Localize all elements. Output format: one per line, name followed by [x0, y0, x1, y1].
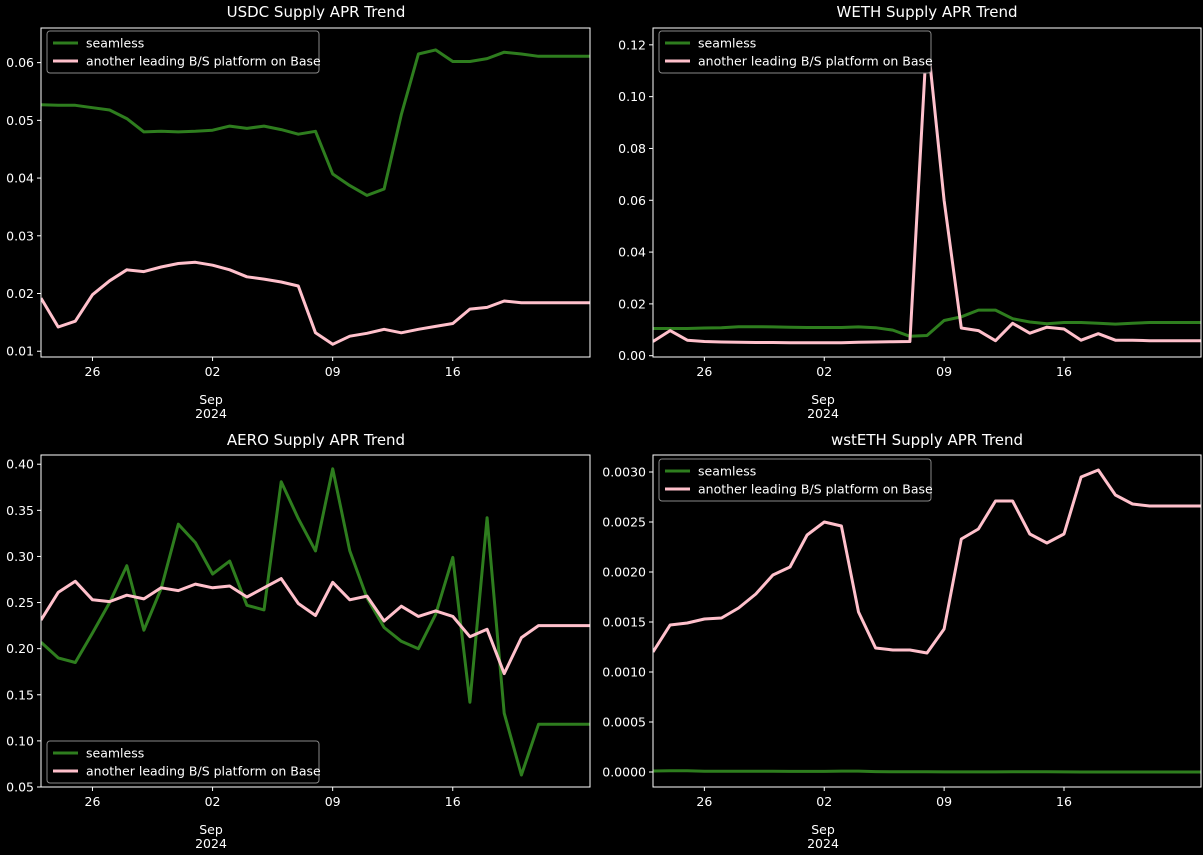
legend-frame	[46, 30, 320, 74]
y-tick-label: 0.02	[6, 286, 34, 301]
x-month-label: Sep	[199, 822, 223, 837]
legend-label: seamless	[698, 36, 756, 51]
y-tick-label: 0.12	[618, 37, 646, 52]
x-tick-label: 09	[936, 364, 952, 379]
y-tick-label: 0.0030	[602, 465, 646, 480]
plot-area: 0.00 0.02 0.04 0.06 0.08 0.10 0.12 26 02 09 16 seam…	[618, 27, 1202, 379]
x-tick-label: 16	[445, 794, 461, 809]
legend: seamless another leading B/S platform on …	[658, 458, 933, 502]
x-tick-label: 09	[325, 794, 341, 809]
y-tick-label: 0.04	[618, 245, 646, 260]
series-line-another-platform	[41, 577, 590, 676]
y-tick-label: 0.03	[6, 228, 34, 243]
panel-usdc: USDC Supply APR Trend 0.010.020.030.040.…	[6, 3, 591, 421]
x-tick-label: 02	[205, 364, 221, 379]
y-tick-label: 0.05	[6, 780, 34, 795]
y-tick-label: 0.10	[618, 89, 646, 104]
y-tick-label: 0.15	[6, 687, 34, 702]
y-tick-label: 0.0010	[602, 665, 646, 680]
y-tick-label: 0.30	[6, 549, 34, 564]
chart-title: wstETH Supply APR Trend	[831, 431, 1023, 449]
x-tick-label: 02	[205, 794, 221, 809]
legend-label: another leading B/S platform on Base	[698, 482, 933, 497]
axes-frame	[40, 27, 591, 358]
y-tick-label: 0.25	[6, 595, 34, 610]
x-month-label: Sep	[199, 392, 223, 407]
y-tick-label: 0.10	[6, 733, 34, 748]
series-line-seamless	[41, 48, 590, 197]
chart-title: USDC Supply APR Trend	[227, 3, 406, 21]
legend-frame	[658, 30, 932, 74]
legend: seamless another leading B/S platform on …	[46, 740, 321, 784]
y-tick-label: 0.0005	[602, 715, 646, 730]
legend-label: another leading B/S platform on Base	[698, 54, 933, 69]
axes-frame	[652, 27, 1202, 358]
panel-weth: WETH Supply APR Trend 0.000.020.040.060.…	[618, 3, 1202, 421]
legend: seamless another leading B/S platform on …	[658, 30, 933, 74]
x-year-label: 2024	[195, 836, 227, 851]
x-tick-label: 02	[816, 794, 832, 809]
legend-frame	[658, 458, 932, 502]
y-tick-label: 0.00	[618, 348, 646, 363]
axes-frame	[652, 454, 1202, 788]
series-line-seamless	[653, 769, 1201, 774]
x-tick-label: 09	[936, 794, 952, 809]
y-tick-label: 0.06	[618, 193, 646, 208]
y-tick-label: 0.0000	[602, 765, 646, 780]
x-tick-label: 26	[696, 794, 712, 809]
y-tick-label: 0.06	[6, 55, 34, 70]
x-tick-label: 16	[1056, 794, 1072, 809]
y-tick-label: 0.01	[6, 344, 34, 359]
y-tick-label: 0.40	[6, 457, 34, 472]
x-tick-label: 26	[85, 794, 101, 809]
y-tick-label: 0.20	[6, 641, 34, 656]
axes-frame	[40, 454, 591, 788]
panel-aero: AERO Supply APR Trend 0.050.100.150.200.…	[6, 431, 591, 851]
legend-label: another leading B/S platform on Base	[86, 54, 321, 69]
x-tick-label: 09	[325, 364, 341, 379]
series-line-seamless	[41, 467, 590, 777]
chart-title: AERO Supply APR Trend	[227, 431, 405, 449]
y-tick-label: 0.02	[618, 296, 646, 311]
plot-area: 0.05 0.10 0.15 0.20 0.25 0.30 0.35 0.40 26 02 09 16…	[6, 454, 591, 809]
plot-area: 0.01 0.02 0.03 0.04 0.05 0.06 26 02 09 16 seamless…	[6, 27, 591, 379]
x-tick-label: 02	[816, 364, 832, 379]
y-tick-label: 0.05	[6, 113, 34, 128]
y-tick-label: 0.0015	[602, 615, 646, 630]
series-line-another-platform	[41, 260, 590, 346]
series-line-seamless	[653, 308, 1201, 338]
series-line-another-platform	[653, 468, 1201, 655]
panel-wsteth: wstETH Supply APR Trend 0.00000.00050.00…	[602, 431, 1202, 851]
x-year-label: 2024	[807, 836, 839, 851]
x-month-label: Sep	[811, 392, 835, 407]
y-tick-label: 0.04	[6, 171, 34, 186]
x-month-label: Sep	[811, 822, 835, 837]
y-tick-label: 0.0025	[602, 515, 646, 530]
x-tick-label: 16	[445, 364, 461, 379]
legend-label: seamless	[86, 36, 144, 51]
legend-frame	[46, 740, 320, 784]
y-tick-label: 0.0020	[602, 565, 646, 580]
x-tick-label: 26	[696, 364, 712, 379]
x-tick-label: 16	[1056, 364, 1072, 379]
legend: seamless another leading B/S platform on …	[46, 30, 321, 74]
y-tick-label: 0.35	[6, 503, 34, 518]
legend-label: seamless	[698, 464, 756, 479]
chart-title: WETH Supply APR Trend	[837, 3, 1018, 21]
plot-area: 0.0000 0.0005 0.0010 0.0015 0.0020 0.0025 0.00…	[602, 454, 1202, 809]
x-year-label: 2024	[807, 406, 839, 421]
legend-label: another leading B/S platform on Base	[86, 764, 321, 779]
legend-label: seamless	[86, 746, 144, 761]
x-year-label: 2024	[195, 406, 227, 421]
y-tick-label: 0.08	[618, 141, 646, 156]
x-tick-label: 26	[85, 364, 101, 379]
